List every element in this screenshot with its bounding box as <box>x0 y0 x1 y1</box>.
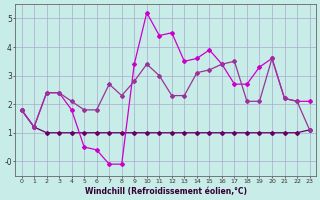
X-axis label: Windchill (Refroidissement éolien,°C): Windchill (Refroidissement éolien,°C) <box>84 187 246 196</box>
